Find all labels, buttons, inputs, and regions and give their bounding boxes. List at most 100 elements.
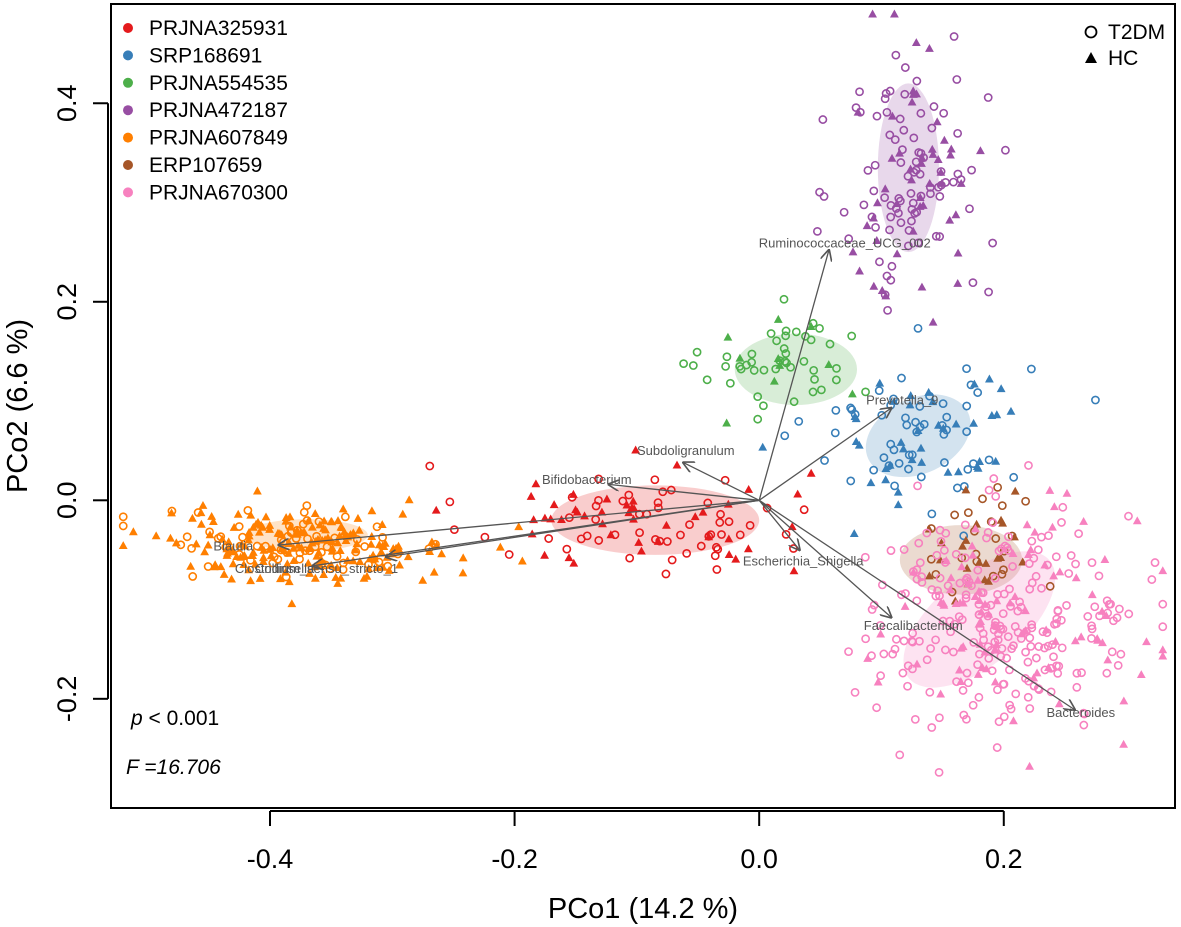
y-tick-label: 0.4 [52, 84, 82, 122]
point-prjna472187-hc [869, 281, 879, 290]
point-prjna554535-t2dm [781, 349, 791, 358]
legend-label-prjna325931: PRJNA325931 [149, 17, 288, 40]
point-prjna607849-hc [335, 531, 345, 540]
point-prjna607849-hc [217, 534, 227, 543]
point-srp168691-hc [885, 460, 895, 469]
point-prjna472187-t2dm [819, 192, 829, 201]
point-srp168691-t2dm [911, 417, 920, 427]
point-prjna607849-hc [372, 563, 382, 572]
point-prjna607849-t2dm [243, 506, 253, 515]
point-prjna670300-hc [909, 567, 918, 576]
legend-marker-t2dm [1084, 25, 1098, 39]
point-prjna554535-hc [723, 332, 733, 341]
point-srp168691-t2dm [904, 450, 914, 460]
point-prjna472187-t2dm [968, 278, 978, 288]
point-prjna325931-t2dm [713, 544, 723, 554]
point-prjna472187-hc [976, 146, 985, 155]
point-prjna670300-hc [958, 642, 968, 651]
point-prjna607849-t2dm [360, 542, 370, 551]
point-prjna670300-t2dm [961, 593, 971, 603]
point-erp107659-t2dm [991, 534, 1001, 543]
point-prjna607849-hc [353, 513, 363, 522]
point-srp168691-t2dm [780, 431, 790, 441]
point-erp107659-hc [958, 541, 967, 550]
point-prjna607849-hc [310, 509, 320, 518]
point-prjna670300-t2dm [1037, 532, 1046, 542]
point-erp107659-t2dm [926, 554, 936, 564]
point-prjna472187-t2dm [885, 86, 895, 96]
point-prjna670300-t2dm [994, 546, 1004, 556]
point-prjna670300-hc [1119, 696, 1129, 705]
point-prjna670300-t2dm [999, 712, 1009, 722]
point-prjna670300-hc [968, 550, 978, 559]
point-prjna325931-hc [602, 494, 612, 503]
point-prjna607849-hc [517, 556, 527, 565]
point-prjna670300-t2dm [935, 591, 944, 601]
point-prjna607849-hc [209, 562, 219, 571]
point-prjna670300-t2dm [1005, 584, 1014, 594]
point-prjna607849-hc [495, 542, 505, 551]
point-prjna607849-hc [118, 541, 128, 549]
point-prjna670300-t2dm [917, 572, 927, 582]
point-prjna472187-t2dm [909, 133, 919, 143]
point-srp168691-hc [924, 387, 934, 396]
legend-group-label-hc: HC [1108, 47, 1138, 70]
point-srp168691-t2dm [962, 427, 972, 437]
point-erp107659-hc [924, 524, 934, 533]
point-prjna670300-t2dm [1027, 623, 1037, 633]
point-prjna607849-hc [265, 544, 275, 553]
point-prjna472187-t2dm [929, 102, 939, 111]
point-prjna554535-t2dm [808, 387, 818, 397]
y-axis-title: PCo2 (6.6 %) [2, 319, 34, 493]
point-prjna670300-t2dm [1025, 704, 1035, 713]
point-prjna670300-hc [971, 524, 980, 533]
point-prjna607849-hc [289, 556, 299, 565]
point-srp168691-t2dm [916, 472, 926, 482]
point-prjna472187-t2dm [880, 94, 890, 104]
point-srp168691-t2dm [897, 373, 906, 383]
point-prjna670300-t2dm [1124, 511, 1133, 521]
point-prjna554535-t2dm [721, 361, 731, 371]
taxa-vectors: Ruminococcaceae_UCG_002 Prevotella_9 Subdo… [213, 236, 1115, 720]
point-srp168691-hc [934, 420, 943, 429]
point-prjna607849-t2dm [118, 512, 128, 522]
point-prjna607849-hc [365, 554, 375, 563]
point-prjna670300-hc [1044, 663, 1053, 672]
point-prjna670300-t2dm [1087, 621, 1096, 631]
point-prjna607849-t2dm [295, 554, 304, 564]
point-prjna670300-t2dm [1027, 620, 1037, 630]
point-prjna472187-t2dm [863, 165, 873, 175]
point-prjna670300-hc [1048, 522, 1057, 531]
point-prjna607849-hc [191, 539, 201, 548]
point-srp168691-hc [758, 442, 768, 451]
point-prjna670300-hc [975, 596, 984, 604]
point-prjna670300-t2dm [1008, 562, 1017, 571]
point-prjna554535-t2dm [825, 339, 835, 349]
point-prjna670300-t2dm [933, 586, 943, 596]
point-prjna472187-hc [855, 266, 864, 275]
point-prjna472187-hc [925, 178, 935, 187]
point-srp168691-hc [973, 463, 983, 472]
point-prjna670300-t2dm [1150, 558, 1160, 567]
point-prjna670300-t2dm [968, 700, 978, 710]
point-prjna607849-hc [265, 520, 275, 529]
point-prjna325931-hc [634, 537, 644, 546]
vector-label-subdoligranulum: Subdoligranulum [637, 443, 735, 458]
point-prjna325931-t2dm [676, 530, 685, 540]
point-prjna472187-hc [932, 117, 942, 126]
point-prjna325931-t2dm [696, 541, 706, 551]
point-prjna472187-hc [892, 249, 902, 258]
point-srp168691-t2dm [915, 402, 925, 411]
point-prjna607849-hc [333, 578, 343, 587]
point-prjna554535-t2dm [772, 336, 781, 346]
vector-label-faecalibacterium: Faecalibacterium [864, 618, 963, 633]
point-prjna607849-hc [276, 574, 285, 583]
point-prjna607849-hc [350, 545, 360, 554]
point-prjna670300-t2dm [1057, 643, 1067, 653]
point-prjna670300-t2dm [979, 635, 989, 645]
point-prjna670300-t2dm [998, 609, 1008, 618]
point-prjna472187-hc [853, 107, 863, 116]
point-prjna472187-t2dm [1001, 145, 1010, 155]
point-prjna670300-hc [1055, 567, 1065, 576]
point-prjna607849-hc [308, 522, 317, 531]
